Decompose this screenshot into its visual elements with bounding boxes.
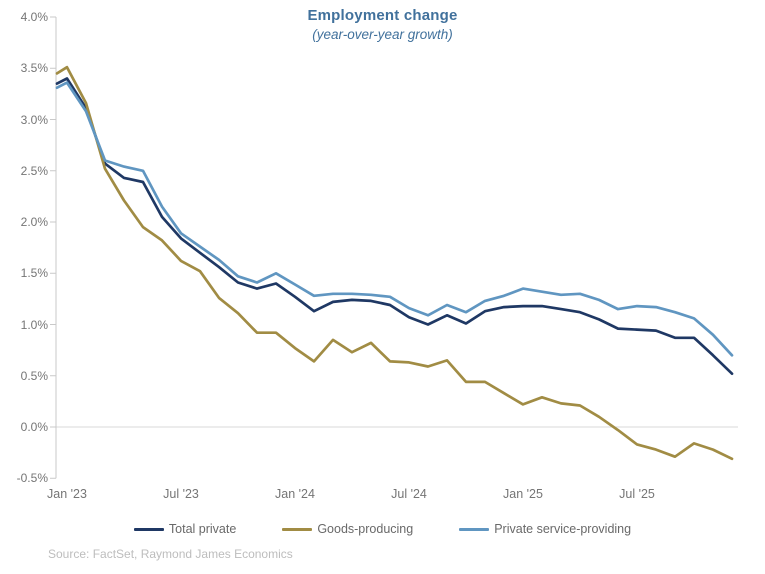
source-note: Source: FactSet, Raymond James Economics <box>48 547 293 561</box>
chart-title: Employment change <box>307 7 458 24</box>
x-tick-label: Jan '23 <box>47 487 87 501</box>
legend-label: Goods-producing <box>317 522 414 536</box>
y-tick-label: 4.0% <box>20 10 48 24</box>
legend-swatch <box>133 527 164 531</box>
legend-swatch <box>282 527 313 531</box>
x-tick-label: Jul '25 <box>619 487 655 501</box>
legend: Total private Goods-producing Private serv… <box>0 520 765 538</box>
y-tick-label: 0.0% <box>20 420 48 434</box>
y-tick-label: 3.5% <box>20 61 48 76</box>
legend-label: Private service-providing <box>494 522 632 536</box>
series-line-total-private <box>55 77 734 376</box>
x-tick-label: Jul '23 <box>163 487 199 501</box>
x-tick-label: Jul '24 <box>391 487 427 501</box>
chart-subtitle: (year-over-year growth) <box>312 27 453 42</box>
legend-item: Goods-producing <box>282 522 413 536</box>
legend-item: Total private <box>133 522 237 536</box>
series-line-private-service-providing <box>55 81 734 357</box>
legend-label: Total private <box>168 522 237 536</box>
legend-swatch <box>459 527 490 531</box>
x-tick-label: Jan '25 <box>503 487 543 501</box>
y-tick-label: 1.5% <box>20 266 48 281</box>
series-line-goods-producing <box>55 65 734 461</box>
y-tick-label: 0.5% <box>20 368 48 383</box>
y-tick-label: 3.0% <box>20 112 48 127</box>
y-tick-label: 2.0% <box>20 215 48 229</box>
legend-item: Private service-providing <box>459 522 631 536</box>
y-tick-label: 1.0% <box>20 317 48 332</box>
x-tick-label: Jan '24 <box>275 487 315 501</box>
y-tick-label: -0.5% <box>16 471 48 486</box>
y-tick-label: 2.5% <box>20 163 48 178</box>
